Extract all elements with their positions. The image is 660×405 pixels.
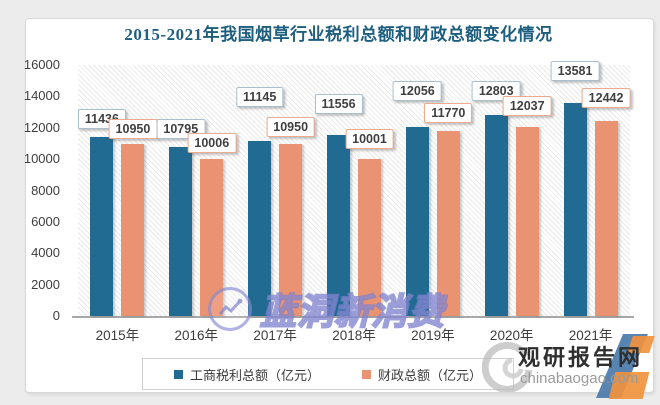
bar-series2 (594, 120, 618, 316)
x-axis-category-label: 2017年 (253, 328, 297, 343)
bar-series1 (327, 134, 350, 316)
data-label-series2: 10950 (266, 117, 316, 138)
bar-series1 (563, 102, 587, 316)
series2-color-swatch (362, 369, 371, 379)
data-label-series1: 13581 (550, 60, 600, 81)
legend-item-series1: 工商税利总额（亿元） (173, 365, 320, 384)
data-label-series2: 12442 (581, 87, 631, 108)
y-axis-tick-label: 0 (52, 308, 60, 323)
x-axis-line (72, 316, 634, 318)
y-axis-tick-label: 10000 (23, 151, 60, 167)
bar-series2 (436, 131, 460, 316)
bar-series2 (358, 159, 381, 316)
data-label-series2: 11770 (424, 103, 473, 124)
y-axis-tick-label: 6000 (31, 213, 60, 229)
chinabaogao-logo-orange-shape-top (627, 336, 655, 353)
x-axis-category-label: 2020年 (489, 328, 534, 343)
bar-series2 (515, 127, 539, 316)
bar-series2 (279, 144, 303, 316)
y-axis-tick-label: 4000 (31, 245, 60, 261)
y-axis-tick-label: 8000 (31, 182, 60, 198)
bar-series1 (405, 126, 429, 316)
data-label-series2: 12037 (502, 96, 552, 117)
data-label-series1: 11556 (314, 93, 363, 114)
data-label-series2: 10950 (108, 119, 158, 140)
x-axis-category-label: 2021年 (568, 328, 613, 343)
data-label-series2: 10001 (345, 129, 394, 150)
bar-series1 (90, 136, 114, 316)
data-label-series2: 10006 (187, 133, 237, 154)
bar-series1 (169, 146, 193, 316)
x-axis-category-label: 2019年 (411, 328, 455, 343)
y-axis-tick-label: 2000 (31, 276, 60, 292)
watermark-site-url: chinabaogao.com (520, 370, 639, 387)
chart-legend: 工商税利总额（亿元） 财政总额（亿元） (142, 358, 514, 390)
data-label-series1: 11145 (235, 87, 284, 108)
watermark-site-name: 观研报告网 (518, 345, 644, 370)
bar-series2 (200, 159, 224, 316)
series1-color-swatch (173, 369, 183, 379)
data-label-series1: 12803 (471, 81, 521, 102)
y-axis-tick-label: 16000 (23, 57, 60, 72)
y-axis-tick-label: 14000 (23, 88, 60, 104)
bar-series1 (484, 115, 508, 316)
chinabaogao-logo-orange-shape-bottom (608, 372, 650, 399)
x-axis-category-label: 2016年 (174, 328, 219, 343)
bar-series2 (121, 144, 145, 316)
legend-label-series1: 工商税利总额（亿元） (189, 367, 320, 383)
y-axis-tick-label: 12000 (23, 119, 60, 135)
legend-item-series2: 财政总额（亿元） (362, 365, 482, 384)
legend-label-series2: 财政总额（亿元） (378, 367, 483, 383)
bar-series1 (248, 141, 272, 316)
x-axis-category-label: 2018年 (332, 328, 376, 343)
x-axis-category-label: 2015年 (95, 328, 140, 343)
data-label-series1: 12056 (392, 80, 442, 101)
chart-title: 2015-2021年我国烟草行业税利总额和财政总额变化情况 (124, 25, 553, 44)
